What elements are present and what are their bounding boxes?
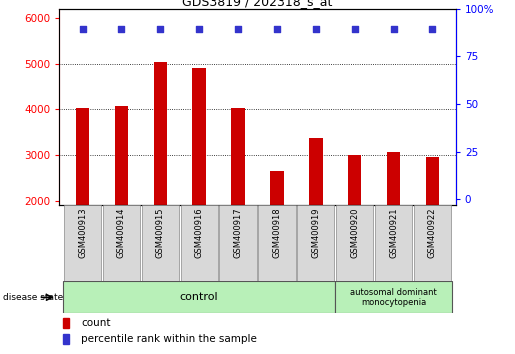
- Bar: [231, 108, 245, 205]
- Bar: [309, 138, 322, 205]
- Point: [234, 27, 242, 32]
- Bar: [63, 333, 70, 344]
- Bar: [153, 62, 167, 205]
- Text: GSM400920: GSM400920: [350, 207, 359, 258]
- FancyBboxPatch shape: [219, 205, 256, 281]
- Text: count: count: [81, 318, 111, 329]
- Text: disease state: disease state: [3, 293, 63, 302]
- Text: percentile rank within the sample: percentile rank within the sample: [81, 333, 257, 344]
- FancyBboxPatch shape: [259, 205, 296, 281]
- Text: autosomal dominant
monocytopenia: autosomal dominant monocytopenia: [350, 288, 437, 307]
- FancyBboxPatch shape: [297, 205, 334, 281]
- FancyBboxPatch shape: [375, 205, 412, 281]
- FancyBboxPatch shape: [414, 205, 451, 281]
- Bar: [115, 106, 128, 205]
- Text: GSM400918: GSM400918: [272, 207, 281, 258]
- Text: GSM400915: GSM400915: [156, 207, 165, 258]
- FancyBboxPatch shape: [103, 205, 140, 281]
- Point: [117, 27, 126, 32]
- Point: [428, 27, 437, 32]
- Point: [78, 27, 87, 32]
- Bar: [63, 318, 70, 329]
- Title: GDS3819 / 202318_s_at: GDS3819 / 202318_s_at: [182, 0, 333, 8]
- FancyBboxPatch shape: [142, 205, 179, 281]
- Text: GSM400921: GSM400921: [389, 207, 398, 258]
- Text: control: control: [180, 292, 218, 302]
- FancyBboxPatch shape: [181, 205, 218, 281]
- FancyBboxPatch shape: [336, 205, 373, 281]
- Point: [312, 27, 320, 32]
- Point: [156, 27, 164, 32]
- Bar: [387, 152, 400, 205]
- FancyBboxPatch shape: [64, 205, 101, 281]
- Text: GSM400914: GSM400914: [117, 207, 126, 258]
- Bar: [425, 157, 439, 205]
- FancyBboxPatch shape: [63, 281, 335, 313]
- Text: GSM400916: GSM400916: [195, 207, 204, 258]
- Text: GSM400922: GSM400922: [428, 207, 437, 258]
- Text: GSM400919: GSM400919: [311, 207, 320, 258]
- Bar: [76, 108, 90, 205]
- Point: [351, 27, 359, 32]
- Bar: [270, 171, 284, 205]
- Point: [273, 27, 281, 32]
- Text: GSM400917: GSM400917: [234, 207, 243, 258]
- Bar: [348, 155, 362, 205]
- Text: GSM400913: GSM400913: [78, 207, 87, 258]
- Point: [195, 27, 203, 32]
- Point: [389, 27, 398, 32]
- FancyBboxPatch shape: [335, 281, 452, 313]
- Bar: [193, 68, 206, 205]
